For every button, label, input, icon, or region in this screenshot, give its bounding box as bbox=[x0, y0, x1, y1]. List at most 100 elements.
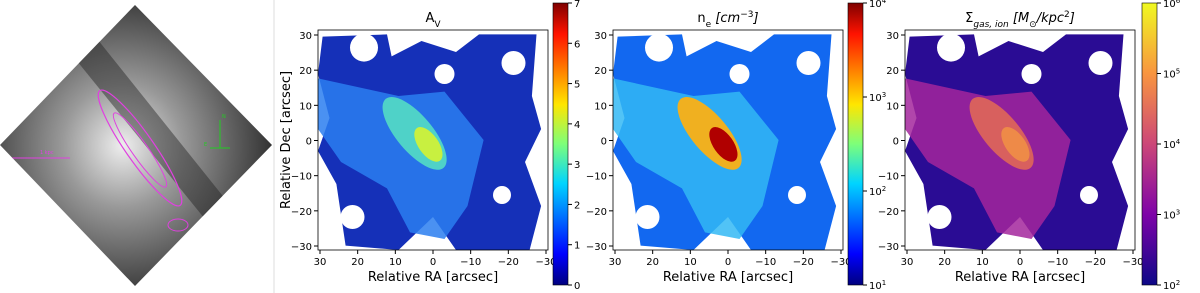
map-gap bbox=[937, 33, 965, 62]
tick-base: 10 bbox=[869, 0, 882, 10]
y-tick-label: −30 bbox=[586, 242, 607, 253]
title-part: ⊙ bbox=[1029, 20, 1037, 30]
colorbar bbox=[847, 2, 864, 286]
compass-north: N bbox=[222, 114, 226, 120]
tick-base: 10 bbox=[1163, 140, 1176, 151]
x-tick-label: 0 bbox=[430, 257, 436, 268]
title-part: V bbox=[434, 20, 441, 30]
x-axis-label: Relative RA [arcsec] bbox=[368, 270, 498, 285]
colorbar-tick-label: 104 bbox=[1163, 138, 1181, 151]
y-tick-label: −10 bbox=[586, 172, 607, 183]
colorbar-tick-label: 106 bbox=[1163, 0, 1181, 10]
tick-base: 10 bbox=[1163, 281, 1176, 292]
colorbar-tick-label: 104 bbox=[869, 0, 887, 10]
tick-base: 10 bbox=[869, 281, 882, 292]
colorbar-tick-label: 103 bbox=[869, 91, 886, 104]
map-gap bbox=[1080, 186, 1098, 204]
x-tick-label: 10 bbox=[684, 257, 697, 268]
x-tick-label: 10 bbox=[976, 257, 989, 268]
x-tick-label: 0 bbox=[1017, 257, 1023, 268]
scale-label: 1 kpc bbox=[40, 150, 54, 156]
y-axis-label: Relative Dec [arcsec] bbox=[279, 71, 294, 209]
x-tick-label: 20 bbox=[351, 257, 364, 268]
tick-exponent: 2 bbox=[882, 185, 886, 193]
title-part: [cm bbox=[711, 11, 740, 26]
colorbar-tick-label: 102 bbox=[1163, 279, 1180, 292]
map-gap bbox=[340, 205, 365, 229]
title-part: A bbox=[425, 11, 434, 26]
map-region bbox=[1001, 127, 1030, 162]
y-tick-label: 20 bbox=[594, 66, 607, 77]
x-tick-label: 30 bbox=[314, 257, 327, 268]
tick-base: 10 bbox=[1163, 0, 1176, 10]
y-tick-label: 10 bbox=[886, 101, 899, 112]
tick-base: 0 bbox=[574, 281, 580, 292]
tick-exponent: 1 bbox=[882, 279, 886, 287]
map-gap bbox=[927, 205, 952, 229]
y-tick-label: −20 bbox=[291, 207, 312, 218]
map-gap bbox=[729, 64, 750, 84]
colorbar-tick-label: 2 bbox=[574, 200, 580, 211]
x-tick-label: −30 bbox=[830, 257, 851, 268]
tick-exponent: 3 bbox=[1176, 209, 1180, 217]
y-tick-label: −10 bbox=[291, 172, 312, 183]
x-tick-label: −20 bbox=[1085, 257, 1106, 268]
y-tick-label: −20 bbox=[878, 207, 899, 218]
map-gap bbox=[635, 205, 660, 229]
y-tick-label: 10 bbox=[594, 101, 607, 112]
tick-exponent: 3 bbox=[882, 91, 886, 99]
colorbar-tick-label: 105 bbox=[1163, 68, 1180, 81]
tick-base: 2 bbox=[574, 200, 580, 211]
map bbox=[613, 33, 837, 251]
title-part: −3 bbox=[740, 10, 753, 20]
title-part: Σ bbox=[965, 11, 973, 26]
panel-title: ne [cm−3] bbox=[697, 10, 758, 30]
y-tick-label: −30 bbox=[291, 242, 312, 253]
tick-base: 10 bbox=[869, 93, 882, 104]
map-gap bbox=[645, 33, 673, 62]
tick-exponent: 4 bbox=[1176, 138, 1181, 146]
title-part: /kpc bbox=[1036, 11, 1064, 26]
title-part: 2 bbox=[1064, 10, 1070, 20]
y-tick-label: 30 bbox=[594, 31, 607, 42]
map-region bbox=[613, 78, 779, 240]
x-tick-label: 30 bbox=[901, 257, 914, 268]
map-gap bbox=[501, 51, 526, 75]
map-gap bbox=[434, 64, 455, 84]
colorbar bbox=[1141, 2, 1158, 286]
y-tick-label: 10 bbox=[299, 101, 312, 112]
colorbar-tick-label: 102 bbox=[869, 185, 886, 198]
panel-title: Σgas, ion [M⊙/kpc2] bbox=[965, 10, 1075, 30]
map bbox=[318, 33, 542, 251]
x-tick-label: −30 bbox=[1122, 257, 1143, 268]
x-tick-label: −20 bbox=[498, 257, 519, 268]
map-gap bbox=[1021, 64, 1042, 84]
compass-east: E bbox=[204, 142, 207, 148]
map-region bbox=[709, 127, 738, 162]
y-tick-label: 30 bbox=[886, 31, 899, 42]
x-tick-label: −30 bbox=[535, 257, 556, 268]
x-tick-label: 20 bbox=[938, 257, 951, 268]
y-tick-label: −30 bbox=[878, 242, 899, 253]
colorbar-tick-label: 6 bbox=[574, 39, 580, 50]
map-gap bbox=[350, 33, 378, 62]
title-part: [M bbox=[1009, 11, 1029, 26]
tick-base: 4 bbox=[574, 120, 580, 131]
title-part: gas, ion bbox=[973, 20, 1009, 30]
tick-base: 10 bbox=[869, 187, 882, 198]
galaxy-image: 1 kpc N E bbox=[0, 5, 272, 286]
tick-base: 10 bbox=[1163, 70, 1176, 81]
x-axis-label: Relative RA [arcsec] bbox=[663, 270, 793, 285]
colorbar bbox=[552, 2, 569, 286]
x-tick-label: 20 bbox=[646, 257, 659, 268]
y-tick-label: −20 bbox=[586, 207, 607, 218]
tick-base: 1 bbox=[574, 241, 580, 252]
title-part: ] bbox=[1069, 11, 1075, 26]
colorbar-tick-label: 101 bbox=[869, 279, 886, 292]
colorbar-tick-label: 4 bbox=[574, 120, 580, 131]
title-part: ] bbox=[753, 11, 759, 26]
y-tick-label: 0 bbox=[306, 137, 312, 148]
colorbar-tick-label: 7 bbox=[574, 0, 580, 10]
tick-exponent: 6 bbox=[1176, 0, 1181, 5]
